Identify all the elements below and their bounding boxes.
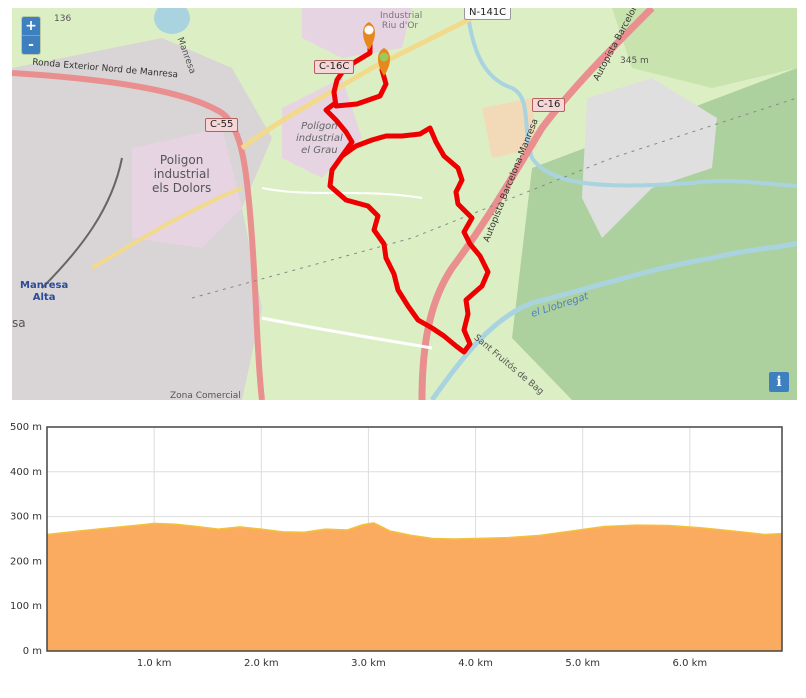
- info-button[interactable]: i: [769, 372, 789, 392]
- shield-c16: C-16: [532, 98, 566, 112]
- y-tick-label: 0 m: [23, 646, 42, 657]
- elevation-line: [46, 522, 783, 540]
- forest-area: [512, 68, 797, 400]
- residential-area: [582, 78, 717, 238]
- zoom-out-button[interactable]: -: [22, 35, 40, 54]
- road-minor-south: [261, 316, 433, 350]
- industrial-area-dolors: [132, 128, 242, 248]
- road-yellow-west: [90, 186, 243, 270]
- plot-frame: [46, 426, 783, 652]
- start-marker-icon[interactable]: [363, 22, 375, 50]
- label-136: 136: [54, 14, 72, 24]
- x-tick-label: 3.0 km: [351, 658, 386, 669]
- end-marker-icon[interactable]: [378, 48, 390, 76]
- shield-n141c: N-141C: [464, 8, 512, 20]
- label-zona-comercial: Zona Comercial: [170, 391, 241, 400]
- zoom-control: + -: [22, 17, 40, 54]
- industrial-area-riu-dor: [302, 8, 412, 58]
- label-riu-dor: Industrial Riu d'Or: [380, 11, 423, 31]
- river-llobregat: [429, 240, 797, 400]
- shield-c16c: C-16C: [314, 60, 355, 74]
- meadow-area: [612, 8, 797, 88]
- label-poligon-dolors: Poligon industrial els Dolors: [152, 153, 212, 195]
- x-tick-label: 6.0 km: [673, 658, 708, 669]
- y-tick-label: 100 m: [10, 601, 42, 612]
- farmland-area: [482, 98, 537, 158]
- x-tick-label: 1.0 km: [137, 658, 172, 669]
- road-ronda-c55: [12, 70, 265, 400]
- elevation-area: [47, 522, 782, 651]
- label-manresa-alta: Manresa Alta: [20, 280, 69, 303]
- y-tick-label: 300 m: [10, 512, 42, 523]
- x-tick-label: 5.0 km: [565, 658, 600, 669]
- road-autopista: [418, 8, 655, 400]
- x-tick-label: 4.0 km: [458, 658, 493, 669]
- shield-c55: C-55: [205, 118, 239, 132]
- elevation-profile: 500 m 400 m 300 m 200 m 100 m 0 m 1.0 km 2.0 km…: [0, 410, 806, 694]
- label-poligon-grau: Polígon industrial el Grau: [296, 121, 343, 156]
- x-tick-label: 2.0 km: [244, 658, 279, 669]
- map-view[interactable]: Poligon industrial els Dolors Polígon in…: [12, 8, 797, 400]
- lake: [154, 8, 190, 34]
- zoom-in-button[interactable]: +: [22, 17, 40, 35]
- y-tick-label: 200 m: [10, 556, 42, 567]
- y-tick-label: 500 m: [10, 422, 42, 433]
- railway: [41, 157, 123, 289]
- label-altitude-345: 345 m: [620, 56, 649, 66]
- map-tiles: [12, 8, 797, 400]
- river-upper: [465, 8, 797, 188]
- label-sa: sa: [12, 316, 26, 330]
- elevation-chart: 500 m 400 m 300 m 200 m 100 m 0 m 1.0 km 2.0 km…: [10, 422, 783, 669]
- road-c16c: [240, 15, 474, 151]
- power-line: [191, 97, 797, 299]
- y-tick-label: 400 m: [10, 467, 42, 478]
